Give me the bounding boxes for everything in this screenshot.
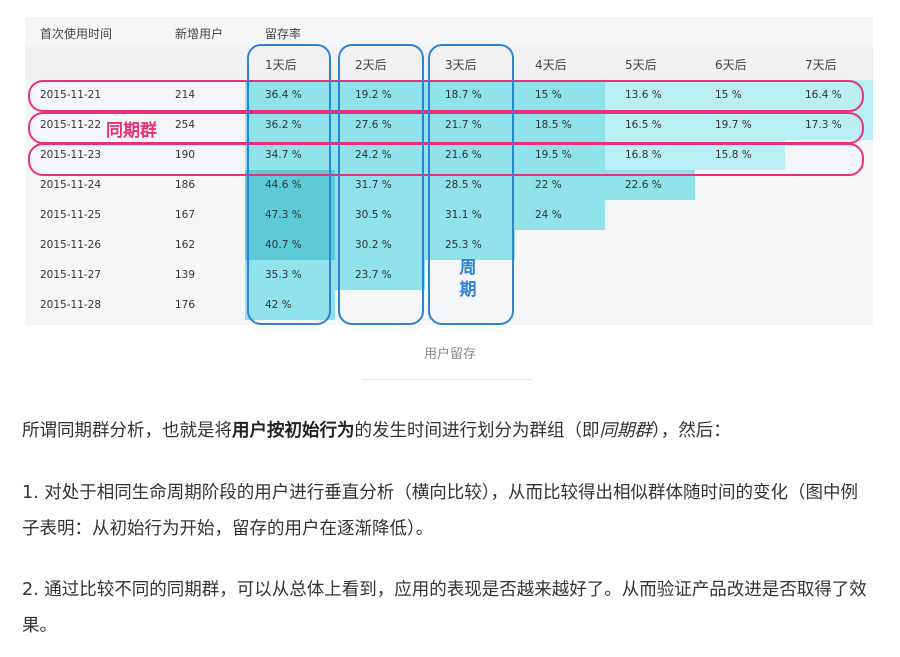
table-row: 2015-11-23 190 34.7 % 24.2 % 21.6 % 19.5 % 16.…	[25, 140, 873, 170]
cohort-date: 2015-11-25	[40, 209, 102, 221]
caption-divider	[362, 379, 532, 380]
new-user-count: 139	[175, 269, 196, 281]
header-day-2: 2天后	[355, 58, 387, 72]
p1-text-post: ），然后：	[652, 421, 731, 441]
retention-cell: 13.6 %	[605, 80, 695, 110]
retention-cell: 15 %	[695, 80, 785, 110]
cohort-date: 2015-11-24	[40, 179, 102, 191]
header-day-1: 1天后	[265, 58, 297, 72]
new-user-count: 162	[175, 239, 196, 251]
new-user-count: 214	[175, 89, 196, 101]
retention-cell: 30.2 %	[335, 230, 425, 260]
retention-cell: 36.2 %	[245, 110, 335, 140]
table-header-row-1: 首次使用时间 新增用户 留存率	[25, 17, 873, 47]
table-row: 2015-11-25 167 47.3 % 30.5 % 31.1 % 24 %	[25, 200, 873, 230]
retention-cell: 15.8 %	[695, 140, 785, 170]
header-day-5: 5天后	[625, 58, 657, 72]
period-highlight-ring	[247, 44, 331, 325]
p1-text-italic: 同期群	[599, 421, 653, 441]
new-user-count: 167	[175, 209, 196, 221]
retention-cell: 36.4 %	[245, 80, 335, 110]
p1-text-mid: 的发生时间进行划分为群组（即	[354, 421, 600, 441]
table-row: 2015-11-26 162 40.7 % 30.2 % 25.3 %	[25, 230, 873, 260]
new-user-count: 176	[175, 299, 196, 311]
header-day-3: 3天后	[445, 58, 477, 72]
new-user-count: 190	[175, 149, 196, 161]
retention-cell: 24 %	[515, 200, 605, 230]
p1-text-bold: 用户按初始行为	[232, 421, 355, 441]
header-retention: 留存率	[265, 27, 302, 41]
period-highlight-ring	[338, 44, 424, 325]
table-row: 2015-11-21 214 36.4 % 19.2 % 18.7 % 15 % 13.6 …	[25, 80, 873, 110]
cohort-highlight-ring	[28, 143, 864, 176]
period-highlight-ring	[428, 44, 514, 325]
retention-cell: 47.3 %	[245, 200, 335, 230]
retention-cell: 35.3 %	[245, 260, 335, 290]
cohort-date: 2015-11-26	[40, 239, 102, 251]
retention-cell: 21.7 %	[425, 110, 515, 140]
retention-cell: 19.2 %	[335, 80, 425, 110]
retention-cell: 15 %	[515, 80, 605, 110]
new-user-count: 254	[175, 119, 196, 131]
figure-caption: 用户留存	[423, 347, 476, 362]
retention-cell: 16.5 %	[605, 110, 695, 140]
cohort-highlight-ring	[28, 80, 864, 112]
table-row: 2015-11-28 176 42 %	[25, 290, 873, 320]
article-paragraph-1: 所谓同期群分析，也就是将用户按初始行为的发生时间进行划分为群组（即同期群），然后…	[22, 413, 872, 449]
retention-cell: 30.5 %	[335, 200, 425, 230]
table-row: 2015-11-22 254 36.2 % 27.6 % 21.7 % 18.5 % 16.…	[25, 110, 873, 140]
retention-cell: 34.7 %	[245, 140, 335, 170]
cohort-date: 2015-11-22	[40, 119, 102, 131]
retention-cell: 31.1 %	[425, 200, 515, 230]
retention-cell: 24.2 %	[335, 140, 425, 170]
retention-cell: 21.6 %	[425, 140, 515, 170]
period-annotation-label: 周期	[459, 258, 477, 300]
header-day-4: 4天后	[535, 58, 567, 72]
article-paragraph-3: 2. 通过比较不同的同期群，可以从总体上看到，应用的表现是否越来越好了。从而验证…	[22, 580, 867, 636]
header-new-users: 新增用户	[175, 27, 224, 41]
header-day-6: 6天后	[715, 58, 747, 72]
new-user-count: 186	[175, 179, 196, 191]
cohort-date: 2015-11-28	[40, 299, 102, 311]
retention-cell: 40.7 %	[245, 230, 335, 260]
cohort-date: 2015-11-23	[40, 149, 102, 161]
retention-cell: 18.5 %	[515, 110, 605, 140]
retention-cell: 44.6 %	[245, 170, 335, 200]
cohort-date: 2015-11-21	[40, 89, 102, 101]
retention-cell: 16.8 %	[605, 140, 695, 170]
retention-cell: 19.5 %	[515, 140, 605, 170]
retention-cell: 27.6 %	[335, 110, 425, 140]
retention-cell: 25.3 %	[425, 230, 515, 260]
header-day-7: 7天后	[805, 58, 837, 72]
retention-cell: 23.7 %	[335, 260, 425, 290]
table-header-row-2: 1天后 2天后 3天后 4天后 5天后 6天后 7天后	[25, 47, 873, 80]
article-paragraph-2: 1. 对处于相同生命周期阶段的用户进行垂直分析（横向比较），从而比较得出相似群体…	[22, 483, 859, 539]
table-row: 2015-11-27 139 35.3 % 23.7 %	[25, 260, 873, 290]
retention-cell: 18.7 %	[425, 80, 515, 110]
retention-cell: 19.7 %	[695, 110, 785, 140]
header-first-use-time: 首次使用时间	[40, 27, 113, 41]
cohort-retention-figure: 首次使用时间 新增用户 留存率 1天后 2天后 3天后 4天后 5天后 6天后 7天后 20…	[25, 17, 873, 325]
p1-text-pre: 所谓同期群分析，也就是将	[22, 421, 232, 441]
cohort-date: 2015-11-27	[40, 269, 102, 281]
cohort-annotation-label: 同期群	[106, 121, 157, 141]
